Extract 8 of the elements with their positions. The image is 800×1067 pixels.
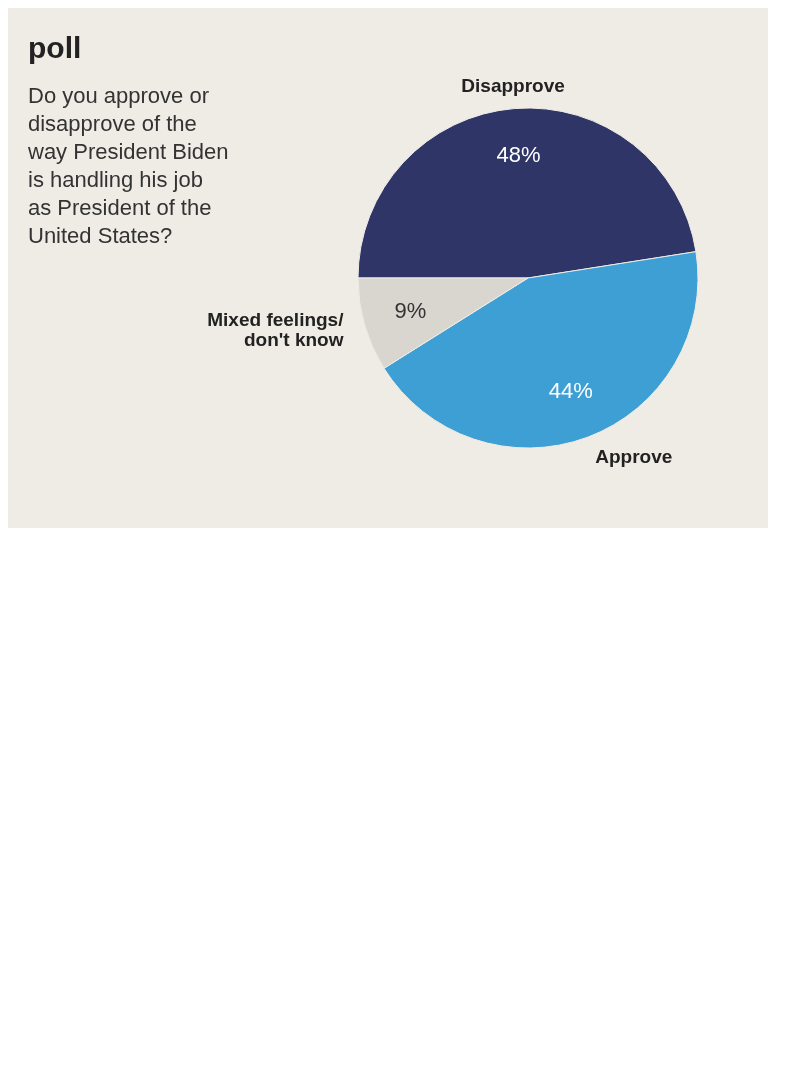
slice-label: Mixed feelings/ don't know	[207, 309, 345, 351]
slice-label: Approve	[595, 445, 673, 467]
chart-title: poll	[28, 31, 82, 64]
data-label: 48%	[496, 141, 541, 167]
data-label: 9%	[394, 297, 427, 323]
text: Do you approve or disapprove of the way President Biden is handling his job as President of the United States?	[27, 83, 229, 248]
data-label: 44%	[548, 378, 593, 404]
slice-label: Disapprove	[461, 74, 565, 96]
